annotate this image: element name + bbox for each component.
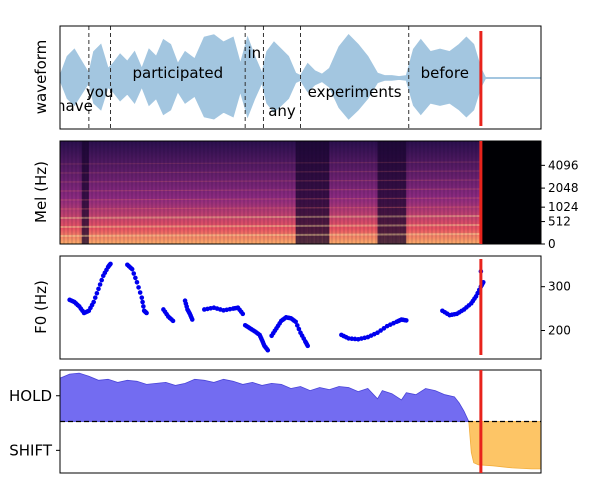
mel-ylabel: Mel (Hz) xyxy=(32,161,50,223)
mel-harmonic xyxy=(60,170,481,174)
f0-point xyxy=(170,318,176,324)
f0-point xyxy=(240,311,246,317)
mel-gap xyxy=(322,141,330,244)
f0-point xyxy=(96,286,101,292)
f0-point xyxy=(92,295,98,300)
f0-point xyxy=(108,261,113,267)
f0-point xyxy=(139,295,145,300)
mel-harmonic xyxy=(60,224,481,228)
turn-panel: HOLD SHIFT xyxy=(9,369,542,474)
waveform-axes-frame xyxy=(59,25,542,130)
turn-tick-label: HOLD xyxy=(9,387,52,405)
f0-tick-label: 200 xyxy=(548,324,571,338)
mel-tick-label: 1024 xyxy=(548,200,579,214)
f0-point xyxy=(375,330,380,336)
f0-tick-label: 300 xyxy=(548,280,571,294)
f0-point xyxy=(91,299,96,305)
mel-gap xyxy=(399,141,407,244)
mel-harmonic xyxy=(60,161,481,165)
waveform-ylabel: waveform xyxy=(32,40,50,115)
mel-tick-label: 512 xyxy=(548,215,571,229)
mel-gap xyxy=(81,141,89,244)
mel-gap xyxy=(307,141,315,244)
f0-panel: 200 300 F0 (Hz) xyxy=(32,255,571,360)
shift-probability-area xyxy=(468,421,541,470)
f0-axes-frame xyxy=(59,255,542,360)
mel-gap xyxy=(377,141,385,244)
mel-harmonic xyxy=(60,215,481,219)
f0-point xyxy=(99,277,104,283)
f0-point xyxy=(133,275,138,281)
f0-point xyxy=(141,304,146,309)
f0-point xyxy=(137,290,143,295)
f0-point xyxy=(189,317,195,322)
mel-gap xyxy=(314,141,323,244)
mel-harmonic xyxy=(60,188,481,192)
mel-harmonic xyxy=(60,233,481,237)
f0-point xyxy=(134,279,140,285)
mel-axes-frame xyxy=(59,140,542,245)
word-label: experiments xyxy=(308,83,402,101)
f0-point xyxy=(131,271,137,276)
mel-gap xyxy=(300,141,308,244)
turn-tick-label: SHIFT xyxy=(9,441,53,459)
mel-harmonic xyxy=(60,179,481,183)
f0-point xyxy=(144,310,149,316)
f0-point xyxy=(140,299,145,305)
f0-point xyxy=(404,318,409,323)
f0-point xyxy=(97,282,103,287)
word-label: participated xyxy=(132,64,223,82)
mel-gap xyxy=(384,141,392,244)
mel-energy xyxy=(60,141,481,244)
word-label: have xyxy=(56,97,93,115)
f0-point xyxy=(296,326,302,332)
mel-tick-label: 4096 xyxy=(548,158,579,172)
f0-point xyxy=(293,319,298,325)
mel-gap xyxy=(391,141,400,244)
f0-point xyxy=(94,290,100,296)
mel-tick-label: 0 xyxy=(548,237,556,251)
mel-tick-label: 2048 xyxy=(548,181,579,195)
f0-point xyxy=(294,323,300,328)
mel-harmonic xyxy=(60,206,481,210)
f0-point xyxy=(129,266,135,272)
f0-point xyxy=(265,347,271,353)
word-label: any xyxy=(268,102,296,120)
f0-ylabel: F0 (Hz) xyxy=(32,280,50,334)
f0-point xyxy=(305,343,311,349)
f0-point xyxy=(381,326,387,331)
mel-gap xyxy=(295,141,301,244)
word-label: before xyxy=(421,64,469,82)
hold-probability-area xyxy=(60,372,470,422)
turn-axes-frame xyxy=(59,369,542,474)
f0-point xyxy=(136,285,141,290)
word-label: you xyxy=(86,83,114,101)
mel-harmonic xyxy=(60,197,481,201)
f0-point xyxy=(378,328,383,333)
word-label: in xyxy=(247,44,261,62)
